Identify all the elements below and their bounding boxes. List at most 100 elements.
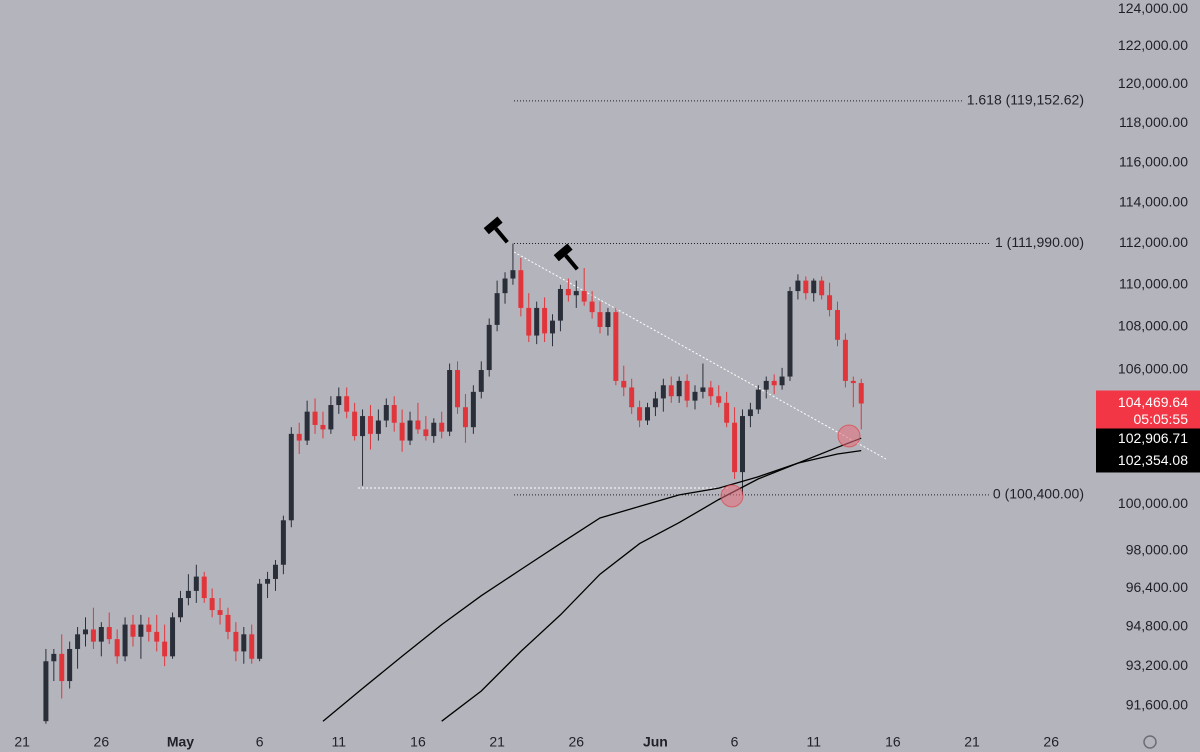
x-tick-label: 21 bbox=[964, 734, 980, 750]
candle-body bbox=[241, 634, 247, 652]
candle-body bbox=[747, 409, 753, 417]
candle-body bbox=[75, 634, 81, 649]
candle-body bbox=[138, 624, 144, 637]
candle-body bbox=[67, 648, 73, 682]
candle-body bbox=[336, 396, 342, 406]
candle-body bbox=[589, 301, 595, 313]
price-tag bbox=[1096, 450, 1200, 473]
x-tick-label: 11 bbox=[332, 734, 347, 750]
candle-body bbox=[557, 288, 563, 321]
candle-body bbox=[827, 295, 833, 311]
candle-body bbox=[383, 405, 389, 421]
candle-body bbox=[637, 407, 643, 421]
candle-body bbox=[676, 380, 682, 397]
settings-icon[interactable] bbox=[1143, 735, 1157, 749]
candle-body bbox=[565, 288, 571, 296]
candle-body bbox=[842, 339, 848, 381]
y-tick-label: 94,800.00 bbox=[1126, 618, 1188, 634]
candle-body bbox=[581, 291, 587, 302]
x-tick-label: 21 bbox=[489, 734, 505, 750]
candle-body bbox=[486, 324, 492, 371]
candle-body bbox=[312, 411, 318, 425]
candle-body bbox=[684, 380, 690, 401]
candle-body bbox=[510, 270, 516, 279]
x-tick-label: 26 bbox=[94, 734, 110, 750]
candle-body bbox=[858, 383, 864, 404]
candle-body bbox=[597, 312, 603, 328]
candle-body bbox=[621, 380, 627, 388]
candle-body bbox=[367, 416, 373, 434]
candle-body bbox=[652, 398, 658, 408]
candle-body bbox=[233, 631, 239, 652]
candle-body bbox=[470, 391, 476, 428]
candle-body bbox=[692, 391, 698, 401]
candle-body bbox=[447, 370, 453, 432]
candle-body bbox=[542, 307, 548, 334]
candle-body bbox=[170, 617, 176, 657]
candle-body bbox=[732, 422, 738, 473]
y-tick-label: 124,000.00 bbox=[1118, 0, 1188, 16]
moving-average bbox=[441, 449, 862, 722]
candle-body bbox=[114, 639, 120, 657]
x-tick-label: 11 bbox=[806, 734, 821, 750]
candle-body bbox=[193, 576, 199, 591]
countdown-label: 05:05:55 bbox=[1134, 411, 1189, 427]
x-tick-label: 21 bbox=[14, 734, 30, 750]
candle-body bbox=[700, 387, 706, 392]
candle-body bbox=[534, 307, 540, 336]
candle-body bbox=[739, 416, 745, 473]
x-tick-label: 6 bbox=[256, 734, 264, 750]
candle-body bbox=[518, 270, 524, 308]
candle-body bbox=[423, 429, 429, 437]
x-tick-label: 16 bbox=[410, 734, 426, 750]
y-tick-label: 108,000.00 bbox=[1118, 318, 1188, 334]
trend-line bbox=[513, 251, 887, 460]
y-tick-label: 110,000.00 bbox=[1119, 275, 1188, 291]
candle-body bbox=[755, 389, 761, 410]
candle-body bbox=[360, 416, 366, 437]
highlight-circle bbox=[720, 484, 744, 508]
candle-body bbox=[431, 422, 437, 437]
price-tag bbox=[1096, 390, 1200, 429]
candle-body bbox=[407, 420, 413, 441]
candle-body bbox=[162, 641, 168, 657]
y-tick-label: 112,000.00 bbox=[1119, 234, 1188, 250]
candle-body bbox=[296, 433, 302, 441]
candle-body bbox=[217, 610, 223, 615]
y-tick-label: 98,000.00 bbox=[1126, 541, 1188, 557]
candle-body bbox=[415, 420, 421, 430]
x-tick-label: 26 bbox=[1043, 734, 1059, 750]
x-tick-label: 16 bbox=[885, 734, 901, 750]
candle-body bbox=[787, 291, 793, 377]
candle-body bbox=[645, 407, 651, 421]
marks bbox=[43, 100, 991, 724]
x-tick-label: May bbox=[167, 734, 194, 750]
candle-body bbox=[811, 280, 817, 294]
y-tick-label: 93,200.00 bbox=[1126, 657, 1188, 673]
y-tick-label: 100,000.00 bbox=[1118, 495, 1188, 511]
candle-body bbox=[478, 370, 484, 392]
candle-body bbox=[288, 433, 294, 521]
candle-body bbox=[304, 411, 310, 441]
candle-body bbox=[90, 629, 96, 642]
candle-body bbox=[771, 380, 777, 386]
candle-body bbox=[122, 624, 128, 657]
candle-body bbox=[106, 627, 112, 640]
candle-body bbox=[43, 661, 49, 722]
candle-body bbox=[819, 280, 825, 296]
candle-body bbox=[352, 411, 358, 437]
candle-body bbox=[803, 280, 809, 294]
candle-body bbox=[209, 598, 215, 611]
candle-body bbox=[399, 422, 405, 441]
candle-body bbox=[763, 380, 769, 390]
candle-body bbox=[344, 396, 350, 412]
candle-body bbox=[502, 278, 508, 294]
candle-body bbox=[146, 624, 152, 632]
candle-body bbox=[439, 422, 445, 432]
candle-body bbox=[795, 280, 801, 292]
price-tag bbox=[1096, 428, 1200, 451]
candle-body bbox=[708, 387, 714, 397]
candle-body bbox=[455, 370, 461, 408]
candle-body bbox=[724, 402, 730, 423]
